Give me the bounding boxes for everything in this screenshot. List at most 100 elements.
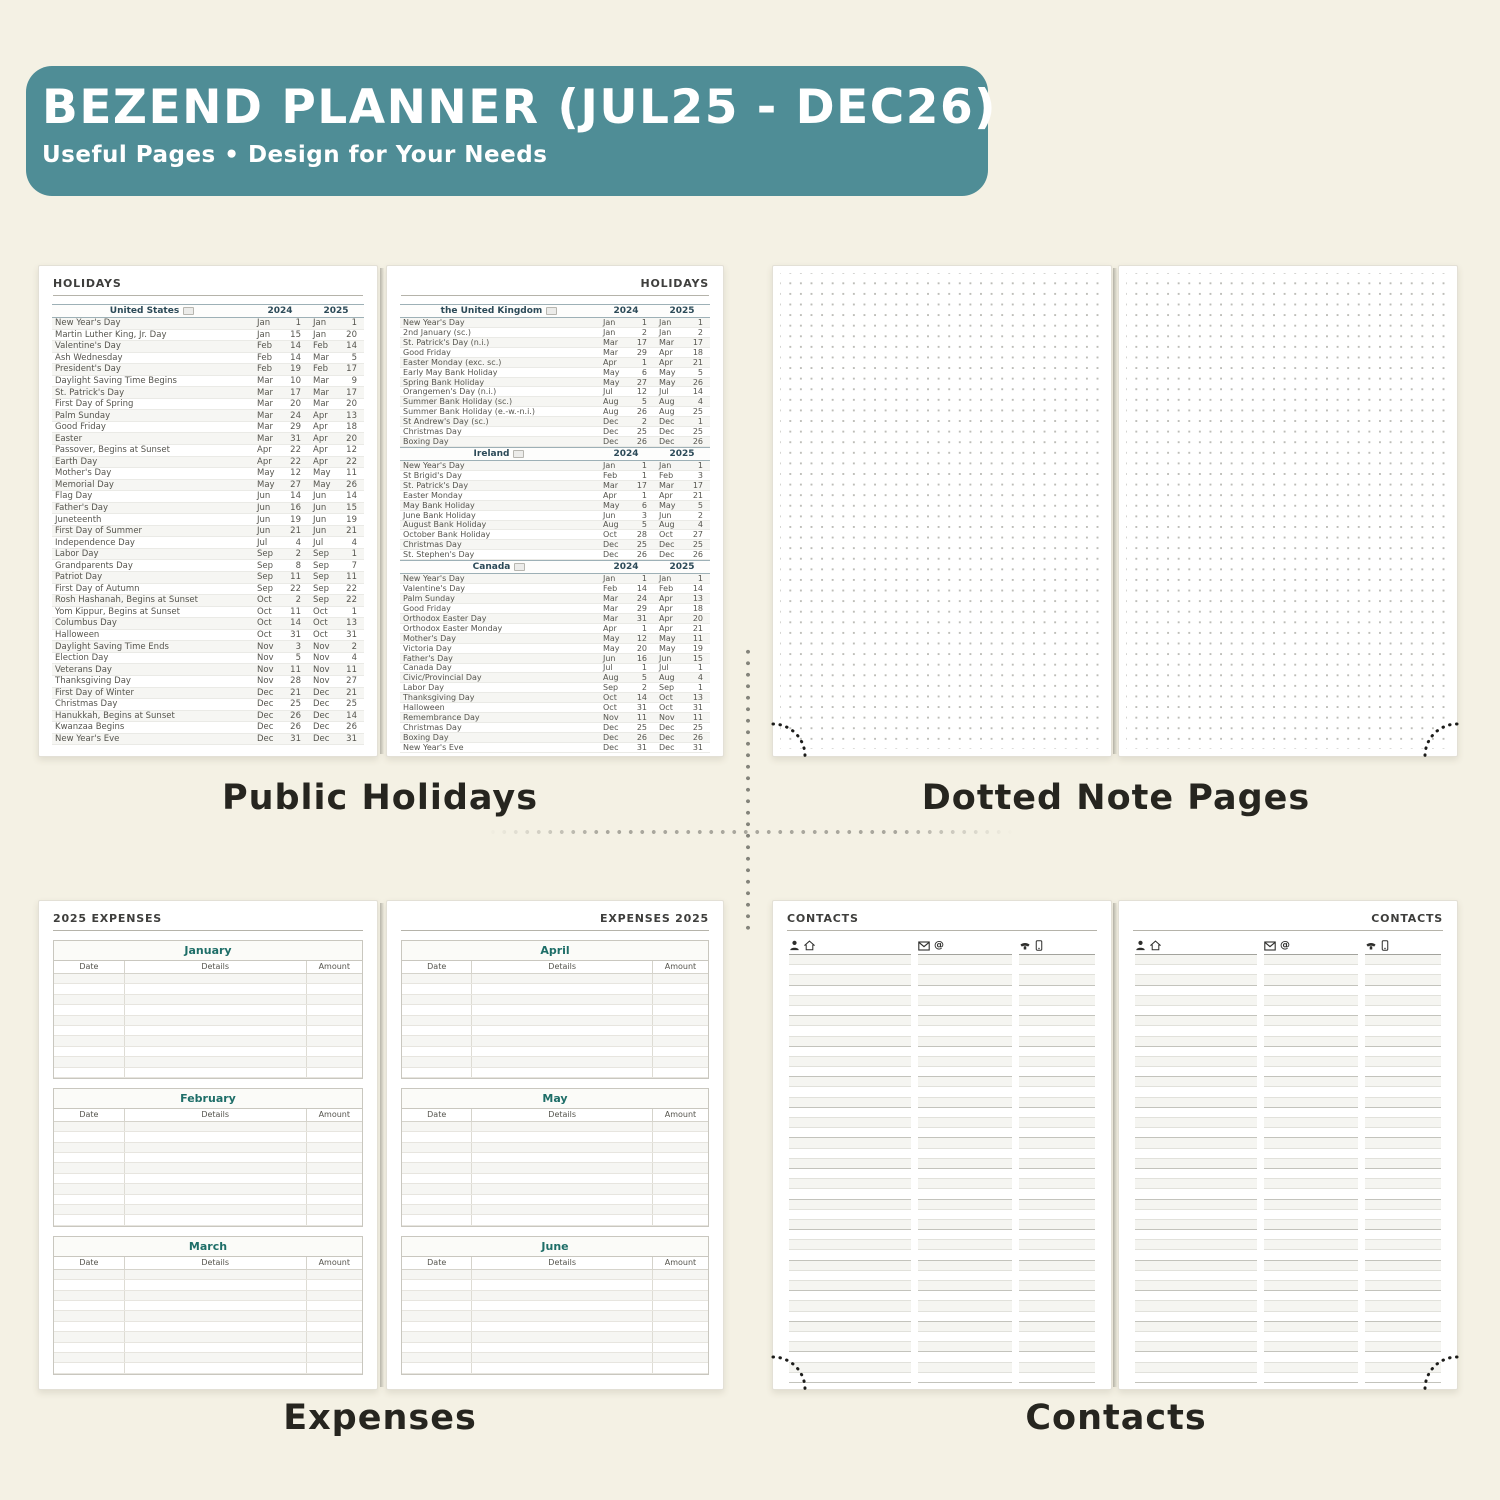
- contact-line: [918, 986, 1012, 996]
- holiday-row: Easter Monday (exc. sc.) Apr 1 Apr 21: [400, 358, 710, 368]
- contacts-page-header: CONTACTS: [787, 912, 1097, 931]
- expense-row: [54, 1015, 362, 1026]
- contact-line: [1264, 1189, 1358, 1200]
- contact-line: [1264, 1271, 1358, 1281]
- expense-row: [54, 994, 362, 1006]
- expense-row: [54, 1184, 362, 1195]
- holiday-row: New Year's Day Jan 1 Jan 1: [400, 461, 710, 471]
- holiday-row: Columbus Day Oct 14 Oct 13: [52, 618, 364, 630]
- year-2025-label: 2025: [669, 448, 695, 459]
- canada-flag-icon: [514, 563, 526, 572]
- contact-line: [1135, 1312, 1257, 1322]
- contact-line: [1019, 1250, 1095, 1261]
- country-header-ireland: Ireland 2024 2025: [400, 446, 710, 461]
- holiday-row: Election Day Nov 5 Nov 4: [52, 653, 364, 665]
- expense-row: [402, 1005, 708, 1016]
- contact-line: [918, 1210, 1012, 1220]
- contact-line: [1264, 1169, 1358, 1180]
- banner-subtitle: Useful Pages • Design for Your Needs: [42, 142, 548, 168]
- contact-line: [1135, 1179, 1257, 1190]
- contact-line: [1019, 1291, 1095, 1302]
- contact-line: [1135, 1250, 1257, 1261]
- expense-row: [54, 1205, 362, 1216]
- contact-line: [1365, 1006, 1441, 1017]
- holidays-page-header: HOLIDAYS: [401, 277, 709, 296]
- contact-line: [1019, 1312, 1095, 1322]
- holiday-row: Thanksgiving Day Oct 14 Oct 13: [400, 693, 710, 704]
- holiday-row: Good Friday Mar 29 Apr 18: [52, 422, 364, 434]
- contact-line: [918, 1169, 1012, 1180]
- contact-line: [918, 1016, 1012, 1027]
- page-spine: [380, 268, 384, 754]
- us-holiday-rows: New Year's Day Jan 1 Jan 1 Martin Luther King…: [52, 318, 364, 746]
- holiday-row: Early May Bank Holiday May 6 May 5: [400, 368, 710, 378]
- contact-line: [789, 1036, 911, 1047]
- contact-line: [789, 1332, 911, 1343]
- contact-line: [918, 1260, 1012, 1271]
- contact-line: [1264, 1260, 1358, 1271]
- contact-phone-column: [1365, 939, 1441, 1383]
- contact-line: [918, 1291, 1012, 1302]
- contact-line: [1264, 1077, 1358, 1088]
- country-name: the United Kingdom: [440, 306, 543, 316]
- expense-row: [54, 1025, 362, 1037]
- contact-line: [1264, 1352, 1358, 1363]
- holidays-title-text: HOLIDAYS: [640, 277, 709, 290]
- contact-line: [918, 1219, 1012, 1231]
- contact-line: [1264, 1149, 1358, 1159]
- contact-line: [1135, 1149, 1257, 1159]
- holiday-row: Orthodox Easter Monday Apr 1 Apr 21: [400, 624, 710, 634]
- contact-line: [1019, 1056, 1095, 1068]
- holiday-row: Father's Day Jun 16 Jun 15: [400, 654, 710, 664]
- expense-table-february: February Date Details Amount: [53, 1087, 363, 1227]
- expense-row: [402, 1215, 708, 1226]
- contact-line: [1264, 1158, 1358, 1169]
- contact-line: [1019, 1230, 1095, 1241]
- page-spine: [380, 903, 384, 1387]
- expense-row: [54, 1036, 362, 1047]
- contact-line: [1019, 1036, 1095, 1047]
- contact-line: [1019, 1138, 1095, 1149]
- contact-line: [1135, 1036, 1257, 1047]
- contact-lines: [1135, 955, 1257, 1383]
- contact-line: [789, 1362, 911, 1373]
- holiday-row: New Year's Day Jan 1 Jan 1: [400, 574, 710, 585]
- expense-column-headers: Date Details Amount: [402, 961, 708, 974]
- contact-line: [1135, 1056, 1257, 1068]
- uk-holiday-rows: New Year's Day Jan 1 Jan 1 2nd January (sc.) J…: [400, 318, 710, 447]
- contact-line: [1135, 1260, 1257, 1271]
- holiday-row: Palm Sunday Mar 24 Apr 13: [52, 410, 364, 422]
- contact-line: [1019, 1210, 1095, 1220]
- year-2024-label: 2024: [267, 306, 293, 316]
- contact-line: [1365, 1332, 1441, 1343]
- expense-row: [54, 1321, 362, 1333]
- expenses-page-right: EXPENSES 2025 April Date Details Amount Ma…: [386, 900, 724, 1390]
- holiday-row: St. Patrick's Day Mar 17 Mar 17: [52, 387, 364, 399]
- month-title: June: [402, 1236, 708, 1257]
- contact-line: [1019, 1108, 1095, 1118]
- contact-line: [1264, 1230, 1358, 1241]
- contact-line: [1365, 1291, 1441, 1302]
- contact-line: [1019, 1189, 1095, 1200]
- us-holidays-table: United States 2024 2025 New Year's Day Ja…: [52, 304, 364, 746]
- contact-line: [1019, 1281, 1095, 1292]
- holiday-row: Daylight Saving Time Ends Nov 3 Nov 2: [52, 641, 364, 653]
- expense-row: [54, 1194, 362, 1206]
- expense-row: [54, 1280, 362, 1291]
- expense-row: [54, 1057, 362, 1068]
- expense-row: [54, 1132, 362, 1143]
- holiday-row: Valentine's Day Feb 14 Feb 14: [400, 584, 710, 595]
- expense-row: [402, 984, 708, 995]
- contact-line: [1365, 1373, 1441, 1383]
- month-title: April: [402, 941, 708, 961]
- contacts-page-header: CONTACTS: [1133, 912, 1443, 931]
- contact-line: [1264, 1006, 1358, 1017]
- country-header-canada: Canada 2024 2025: [400, 560, 710, 575]
- contact-line: [1264, 1342, 1358, 1353]
- contact-line: [1264, 1250, 1358, 1261]
- expense-row: [402, 1153, 708, 1164]
- contact-line: [1264, 1118, 1358, 1129]
- contact-line: [1264, 1056, 1358, 1068]
- contact-line: [789, 1342, 911, 1353]
- contact-line: [1365, 1077, 1441, 1088]
